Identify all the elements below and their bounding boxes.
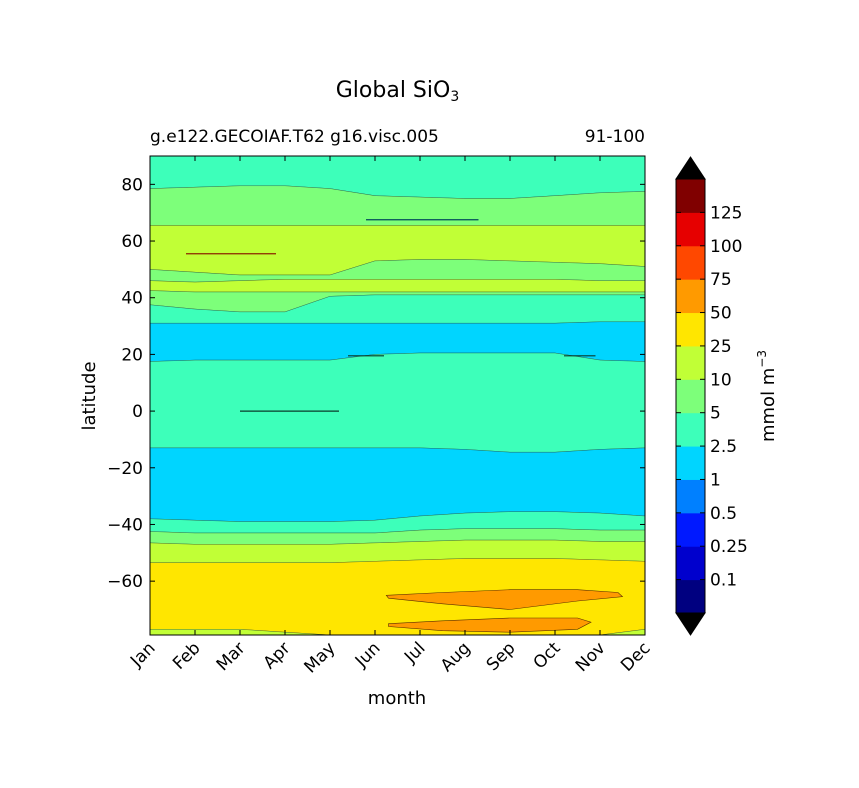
colorbar-swatch [676, 312, 705, 347]
y-axis: 80 60 40 20 0 −20 −40 −60 [107, 175, 645, 592]
x-tick-label: Sep [483, 638, 520, 675]
y-tick-label: 20 [121, 345, 143, 365]
colorbar-tick-label: 5 [710, 404, 721, 424]
colorbar-swatch [676, 479, 705, 514]
x-tick-label: Jul [400, 638, 429, 667]
colorbar-label: mmol m−3 [755, 350, 779, 442]
colorbar-swatch [676, 546, 705, 581]
colorbar-tick-label: 0.25 [710, 537, 748, 557]
y-tick-label: −60 [107, 572, 143, 592]
y-tick-label: 80 [121, 175, 143, 195]
colorbar-tick-label: 50 [710, 304, 732, 324]
colorbar-swatch [676, 446, 705, 480]
colorbar-tick-label: 100 [710, 237, 742, 257]
colorbar-tick-label: 0.5 [710, 504, 737, 524]
y-axis-label: latitude [79, 361, 100, 430]
x-tick-label: Apr [260, 638, 295, 673]
x-tick-label: Jun [351, 638, 385, 672]
year-range-label: 91-100 [584, 127, 645, 147]
colorbar-tick-label: 125 [710, 203, 742, 223]
contour-band [150, 629, 645, 635]
x-tick-label: May [301, 638, 340, 677]
y-tick-label: −20 [107, 459, 143, 479]
colorbar-frame [675, 178, 706, 614]
plot-frame [149, 155, 646, 636]
contour-band [150, 447, 645, 522]
colorbar-tick-label: 25 [710, 337, 732, 357]
x-tick-label: Aug [437, 638, 475, 676]
contour-band [150, 352, 645, 453]
contour-band [150, 279, 645, 293]
x-tick-label: Nov [572, 638, 610, 676]
colorbar-tick-label: 2.5 [710, 437, 737, 457]
colorbar-swatch [676, 179, 705, 213]
colorbar-swatch [676, 212, 705, 247]
colorbar-swatch [676, 345, 705, 380]
run-name-label: g.e122.GECOIAF.T62 g16.visc.005 [150, 127, 439, 147]
contour-patch [385, 589, 624, 610]
x-tick-label: Mar [213, 638, 250, 675]
colorbar-extend-bottom [675, 612, 706, 636]
chart-title: Global SiO3 [335, 78, 460, 105]
x-tick-label: Oct [530, 638, 565, 673]
x-tick-label: Jan [126, 638, 159, 671]
colorbar-tick-label: 75 [710, 270, 732, 290]
y-tick-label: 40 [121, 289, 143, 309]
colorbar-tick-label: 10 [710, 370, 732, 390]
y-tick-label: −40 [107, 515, 143, 535]
colorbar-tick-label: 1 [710, 470, 721, 490]
colorbar-swatch [676, 245, 705, 280]
colorbar-swatch [676, 412, 705, 447]
x-tick-label: Dec [617, 638, 654, 675]
y-tick-label: 60 [121, 232, 143, 252]
contour-patch [388, 617, 592, 633]
x-tick-label: Feb [169, 638, 204, 673]
colorbar-swatch [676, 579, 705, 614]
colorbar-swatch [676, 379, 705, 414]
colorbar-tick-label: 0.1 [710, 571, 737, 591]
colorbar-swatch [676, 512, 705, 547]
colorbar-extend-top [675, 156, 706, 180]
colorbar-swatch [676, 279, 705, 314]
x-axis-label: month [368, 688, 426, 709]
plot-area [150, 156, 645, 635]
y-tick-label: 0 [132, 402, 143, 422]
colorbar: 0.1 0.25 0.5 1 2.5 5 10 25 50 75 100 125 [675, 156, 748, 636]
